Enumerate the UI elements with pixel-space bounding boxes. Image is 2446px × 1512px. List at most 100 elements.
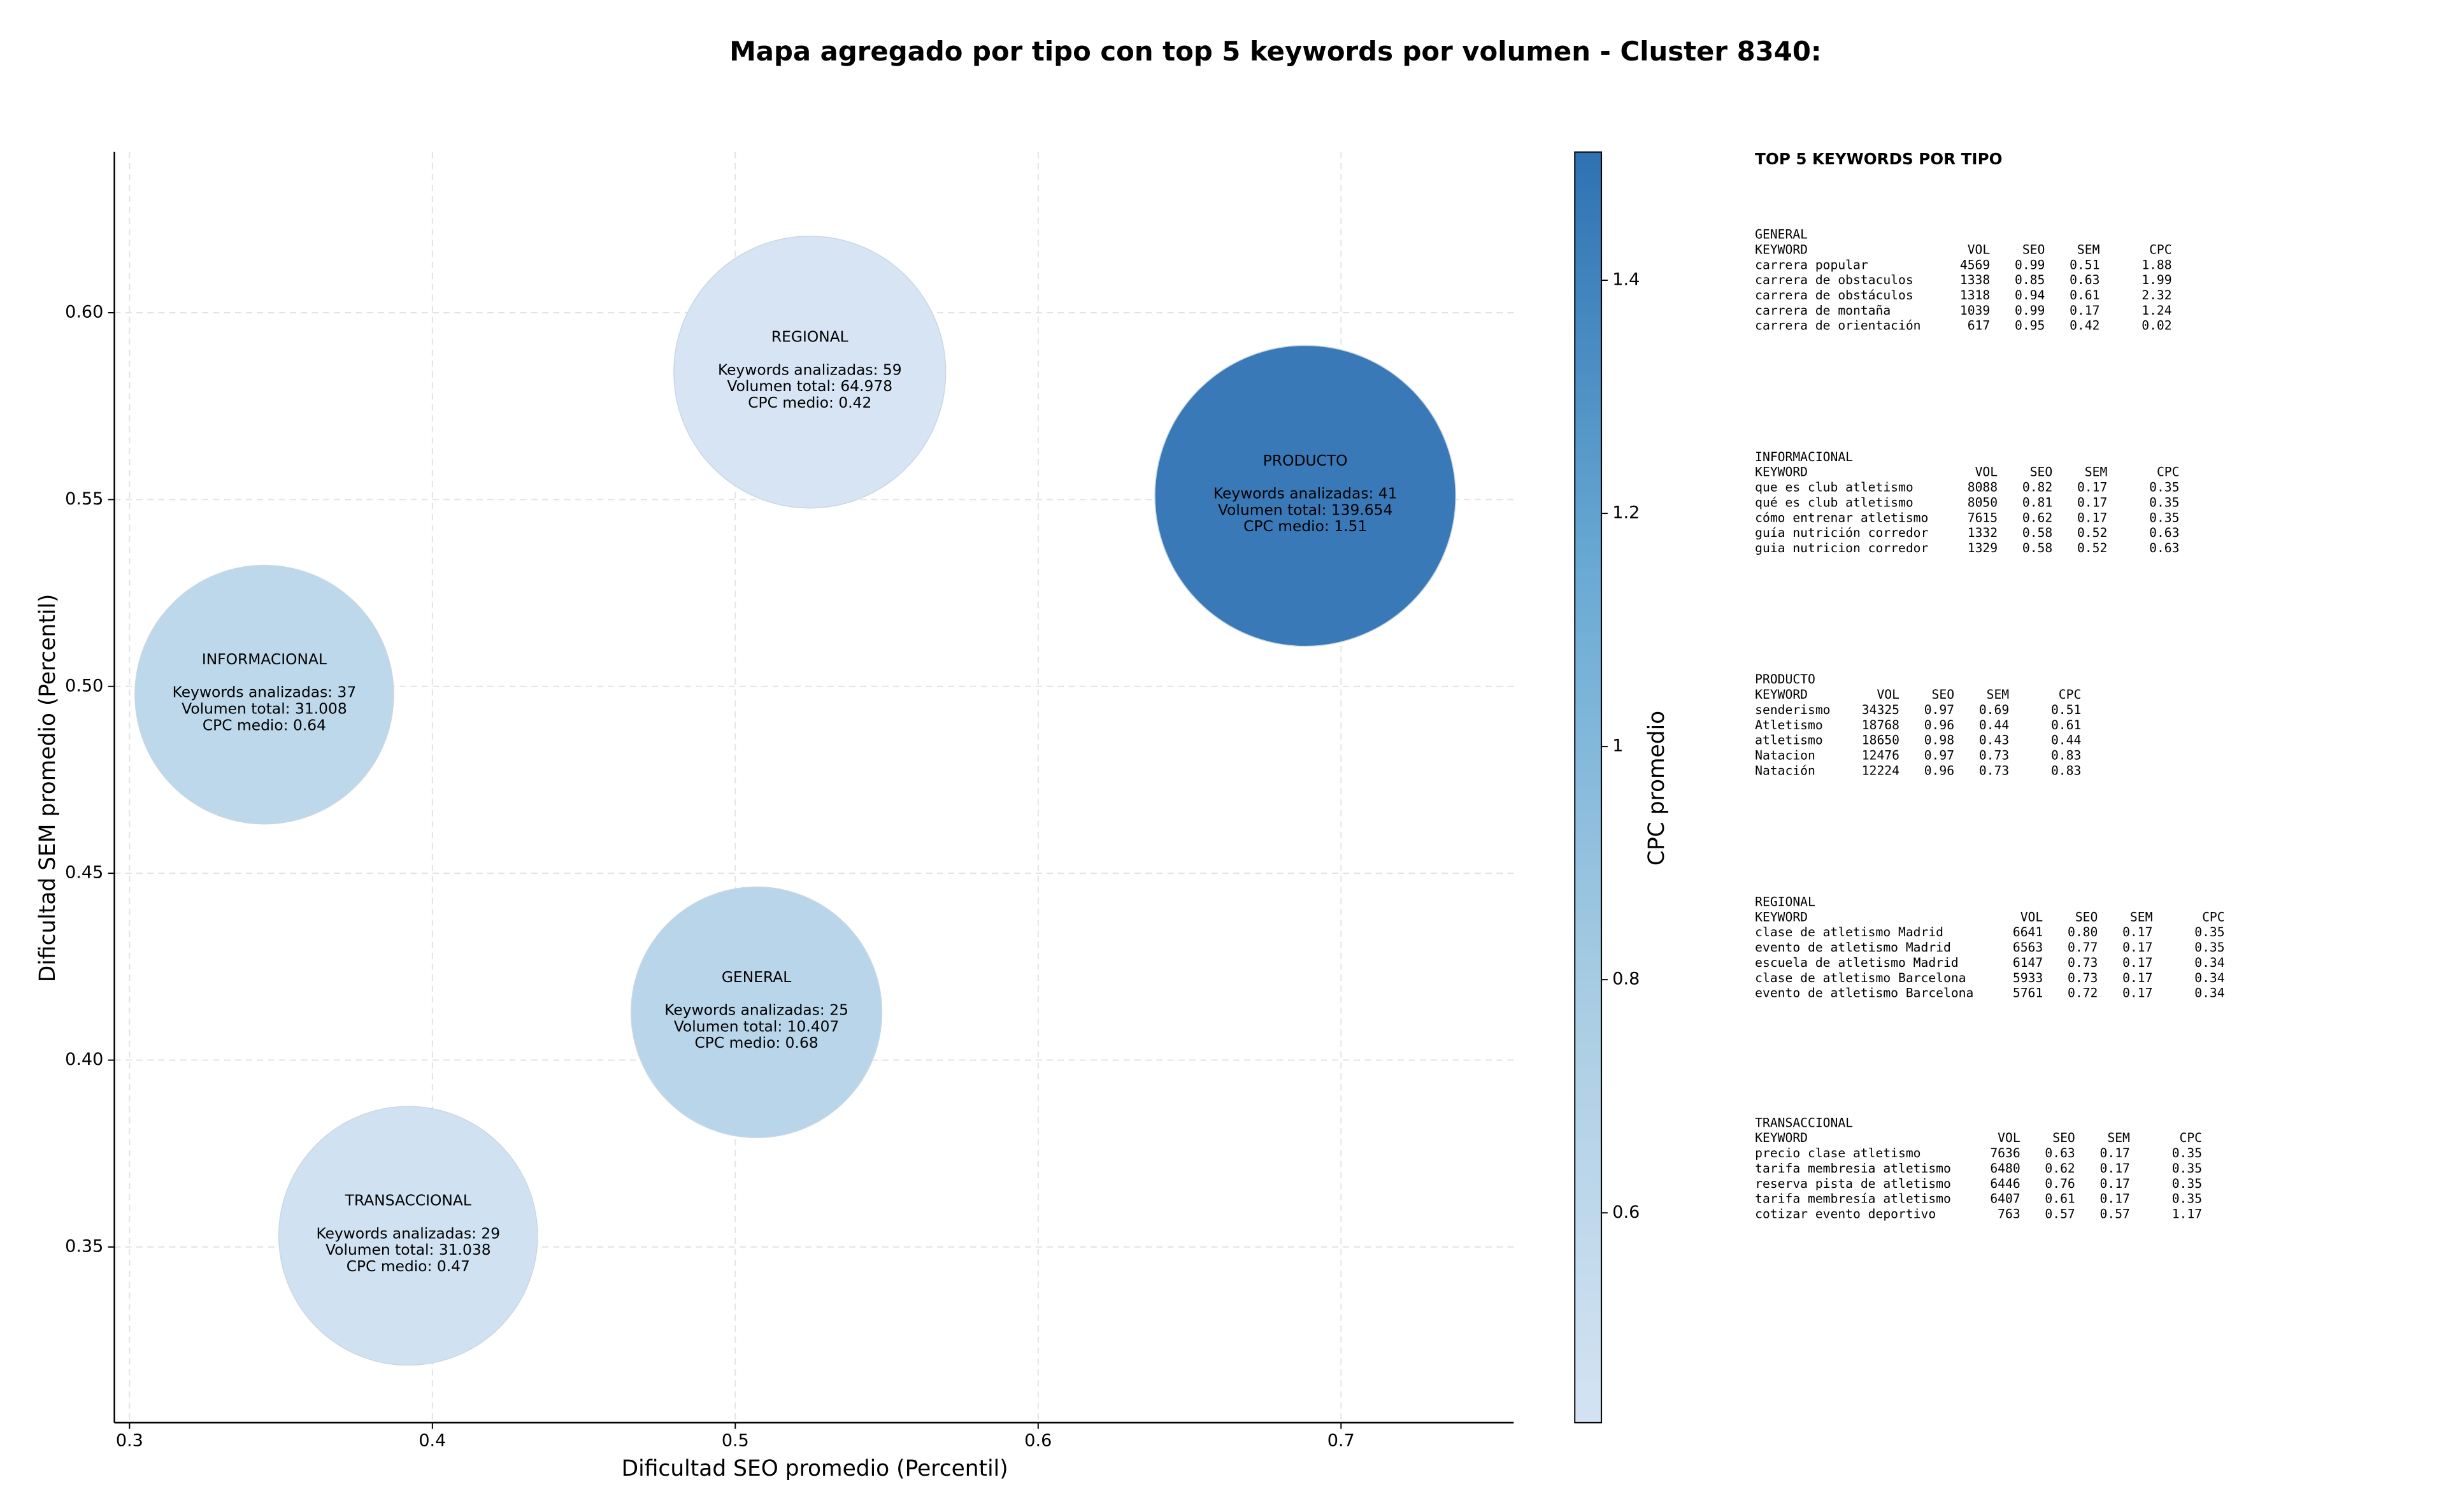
table-cell: 6480 xyxy=(1990,1161,2020,1176)
table-cell: 0.63 xyxy=(2070,273,2099,287)
table-cell: evento de atletismo Barcelona xyxy=(1755,986,1973,1001)
table-cell: 0.51 xyxy=(2051,703,2081,717)
table-cell: evento de atletismo Madrid xyxy=(1755,940,1951,955)
table-cell: tarifa membresia atletismo xyxy=(1755,1161,1951,1176)
bubble-annotation: Keywords analizadas: 37 xyxy=(173,683,357,701)
table-cell: 0.80 xyxy=(2068,925,2098,939)
bubble-annotation: CPC medio: 0.47 xyxy=(347,1257,470,1275)
bubble-annotation: Volumen total: 31.038 xyxy=(325,1241,491,1259)
table-cell: 0.95 xyxy=(2015,318,2045,333)
table-cell: 0.73 xyxy=(1979,748,2009,763)
table-cell: cotizar evento deportivo xyxy=(1755,1207,1936,1222)
bubble-annotation: Keywords analizadas: 41 xyxy=(1213,485,1398,503)
table-cell: 0.63 xyxy=(2045,1146,2075,1160)
table-cell: 0.02 xyxy=(2142,318,2171,333)
table-cell: 0.17 xyxy=(2100,1192,2130,1206)
bubble-annotation: Keywords analizadas: 59 xyxy=(718,360,902,378)
table-header: SEM xyxy=(2077,242,2100,257)
x-tick-label: 0.5 xyxy=(722,1431,749,1451)
table-cell: 0.35 xyxy=(2172,1176,2202,1191)
table-cell: 6407 xyxy=(1990,1192,2020,1206)
table-cell: carrera de obstaculos xyxy=(1755,273,1913,287)
table-cell: atletismo xyxy=(1755,733,1823,748)
bubble-name: GENERAL xyxy=(722,968,791,986)
table-cell: 7615 xyxy=(1968,510,1998,525)
table-cell: 0.35 xyxy=(2149,480,2179,495)
table-cell: reserva pista de atletismo xyxy=(1755,1176,1951,1191)
table-header: CPC xyxy=(2180,1130,2203,1145)
bubble-name: TRANSACCIONAL xyxy=(345,1192,471,1209)
table-cell: qué es club atletismo xyxy=(1755,495,1913,510)
table-header: KEYWORD xyxy=(1755,1130,1808,1145)
table-cell: clase de atletismo Madrid xyxy=(1755,925,1943,939)
colorbar-label: CPC promedio xyxy=(1644,711,1670,866)
table-header: VOL xyxy=(1968,242,1991,257)
table-cell: 0.62 xyxy=(2022,510,2052,525)
bubble xyxy=(631,886,883,1138)
table-cell: 0.98 xyxy=(1924,733,1954,748)
table-cell: 1039 xyxy=(1960,303,1990,318)
bubble-annotation: CPC medio: 0.64 xyxy=(203,716,326,734)
table-cell: 1.24 xyxy=(2142,303,2171,318)
table-cell: 1.88 xyxy=(2142,257,2171,272)
table-cell: 0.17 xyxy=(2122,986,2152,1001)
table-header: CPC xyxy=(2059,687,2082,702)
table-cell: 0.35 xyxy=(2172,1192,2202,1206)
bubble-annotation: Volumen total: 64.978 xyxy=(727,377,893,395)
table-header: CPC xyxy=(2202,909,2225,924)
table-cell: 1329 xyxy=(1968,541,1998,555)
table-cell: 18768 xyxy=(1862,718,1899,732)
y-tick-label: 0.55 xyxy=(65,489,103,509)
table-cell: 6446 xyxy=(1990,1176,2020,1191)
y-tick-label: 0.40 xyxy=(65,1050,103,1069)
table-cell: Atletismo xyxy=(1755,718,1823,732)
table-cell: 0.63 xyxy=(2149,525,2179,540)
table-cell: carrera popular xyxy=(1755,257,1868,272)
y-tick-label: 0.35 xyxy=(65,1236,103,1256)
table-cell: 0.17 xyxy=(2077,480,2107,495)
table-cell: 0.17 xyxy=(2100,1176,2130,1191)
table-cell: 8050 xyxy=(1968,495,1998,510)
y-tick-label: 0.45 xyxy=(65,863,103,883)
bubble-annotation: Volumen total: 31.008 xyxy=(182,700,347,718)
table-header: SEO xyxy=(1932,687,1955,702)
table-header: CPC xyxy=(2149,242,2172,257)
table-cell: 0.69 xyxy=(1979,703,2009,717)
y-axis-label: Dificultad SEM promedio (Percentil) xyxy=(35,594,61,983)
table-cell: 0.76 xyxy=(2045,1176,2075,1191)
table-cell: 0.35 xyxy=(2172,1161,2202,1176)
table-cell: 18650 xyxy=(1862,733,1899,748)
table-header: SEM xyxy=(2130,909,2153,924)
colorbar-tick-label: 0.6 xyxy=(1612,1202,1640,1222)
table-cell: 12476 xyxy=(1862,748,1899,763)
group-name: TRANSACCIONAL xyxy=(1755,1115,1853,1130)
table-cell: carrera de montaña xyxy=(1755,303,1891,318)
bubble xyxy=(278,1106,538,1366)
table-cell: 2.32 xyxy=(2142,288,2171,303)
table-cell: clase de atletismo Barcelona xyxy=(1755,971,1966,985)
table-header: VOL xyxy=(2020,909,2043,924)
table-cell: 0.35 xyxy=(2149,510,2179,525)
bubble-name: PRODUCTO xyxy=(1263,452,1348,469)
table-cell: 34325 xyxy=(1862,703,1899,717)
table-cell: 0.44 xyxy=(2051,733,2081,748)
group-name: INFORMACIONAL xyxy=(1755,450,1853,464)
table-cell: 1338 xyxy=(1960,273,1990,287)
table-cell: 0.43 xyxy=(1979,733,2009,748)
bubble-name: INFORMACIONAL xyxy=(202,650,327,668)
table-cell: escuela de atletismo Madrid xyxy=(1755,955,1959,970)
table-cell: 0.97 xyxy=(1924,748,1954,763)
table-cell: 0.35 xyxy=(2149,495,2179,510)
table-cell: 1318 xyxy=(1960,288,1990,303)
table-cell: 617 xyxy=(1968,318,1991,333)
bubble-annotation: CPC medio: 0.68 xyxy=(695,1034,819,1052)
table-cell: 0.34 xyxy=(2194,986,2224,1001)
table-header: KEYWORD xyxy=(1755,909,1808,924)
table-cell: 1332 xyxy=(1968,525,1998,540)
table-cell: 0.52 xyxy=(2077,541,2107,555)
table-cell: 0.17 xyxy=(2122,955,2152,970)
bubble xyxy=(134,564,394,825)
table-cell: carrera de obstáculos xyxy=(1755,288,1913,303)
table-cell: 0.62 xyxy=(2045,1161,2075,1176)
table-cell: 0.42 xyxy=(2070,318,2099,333)
